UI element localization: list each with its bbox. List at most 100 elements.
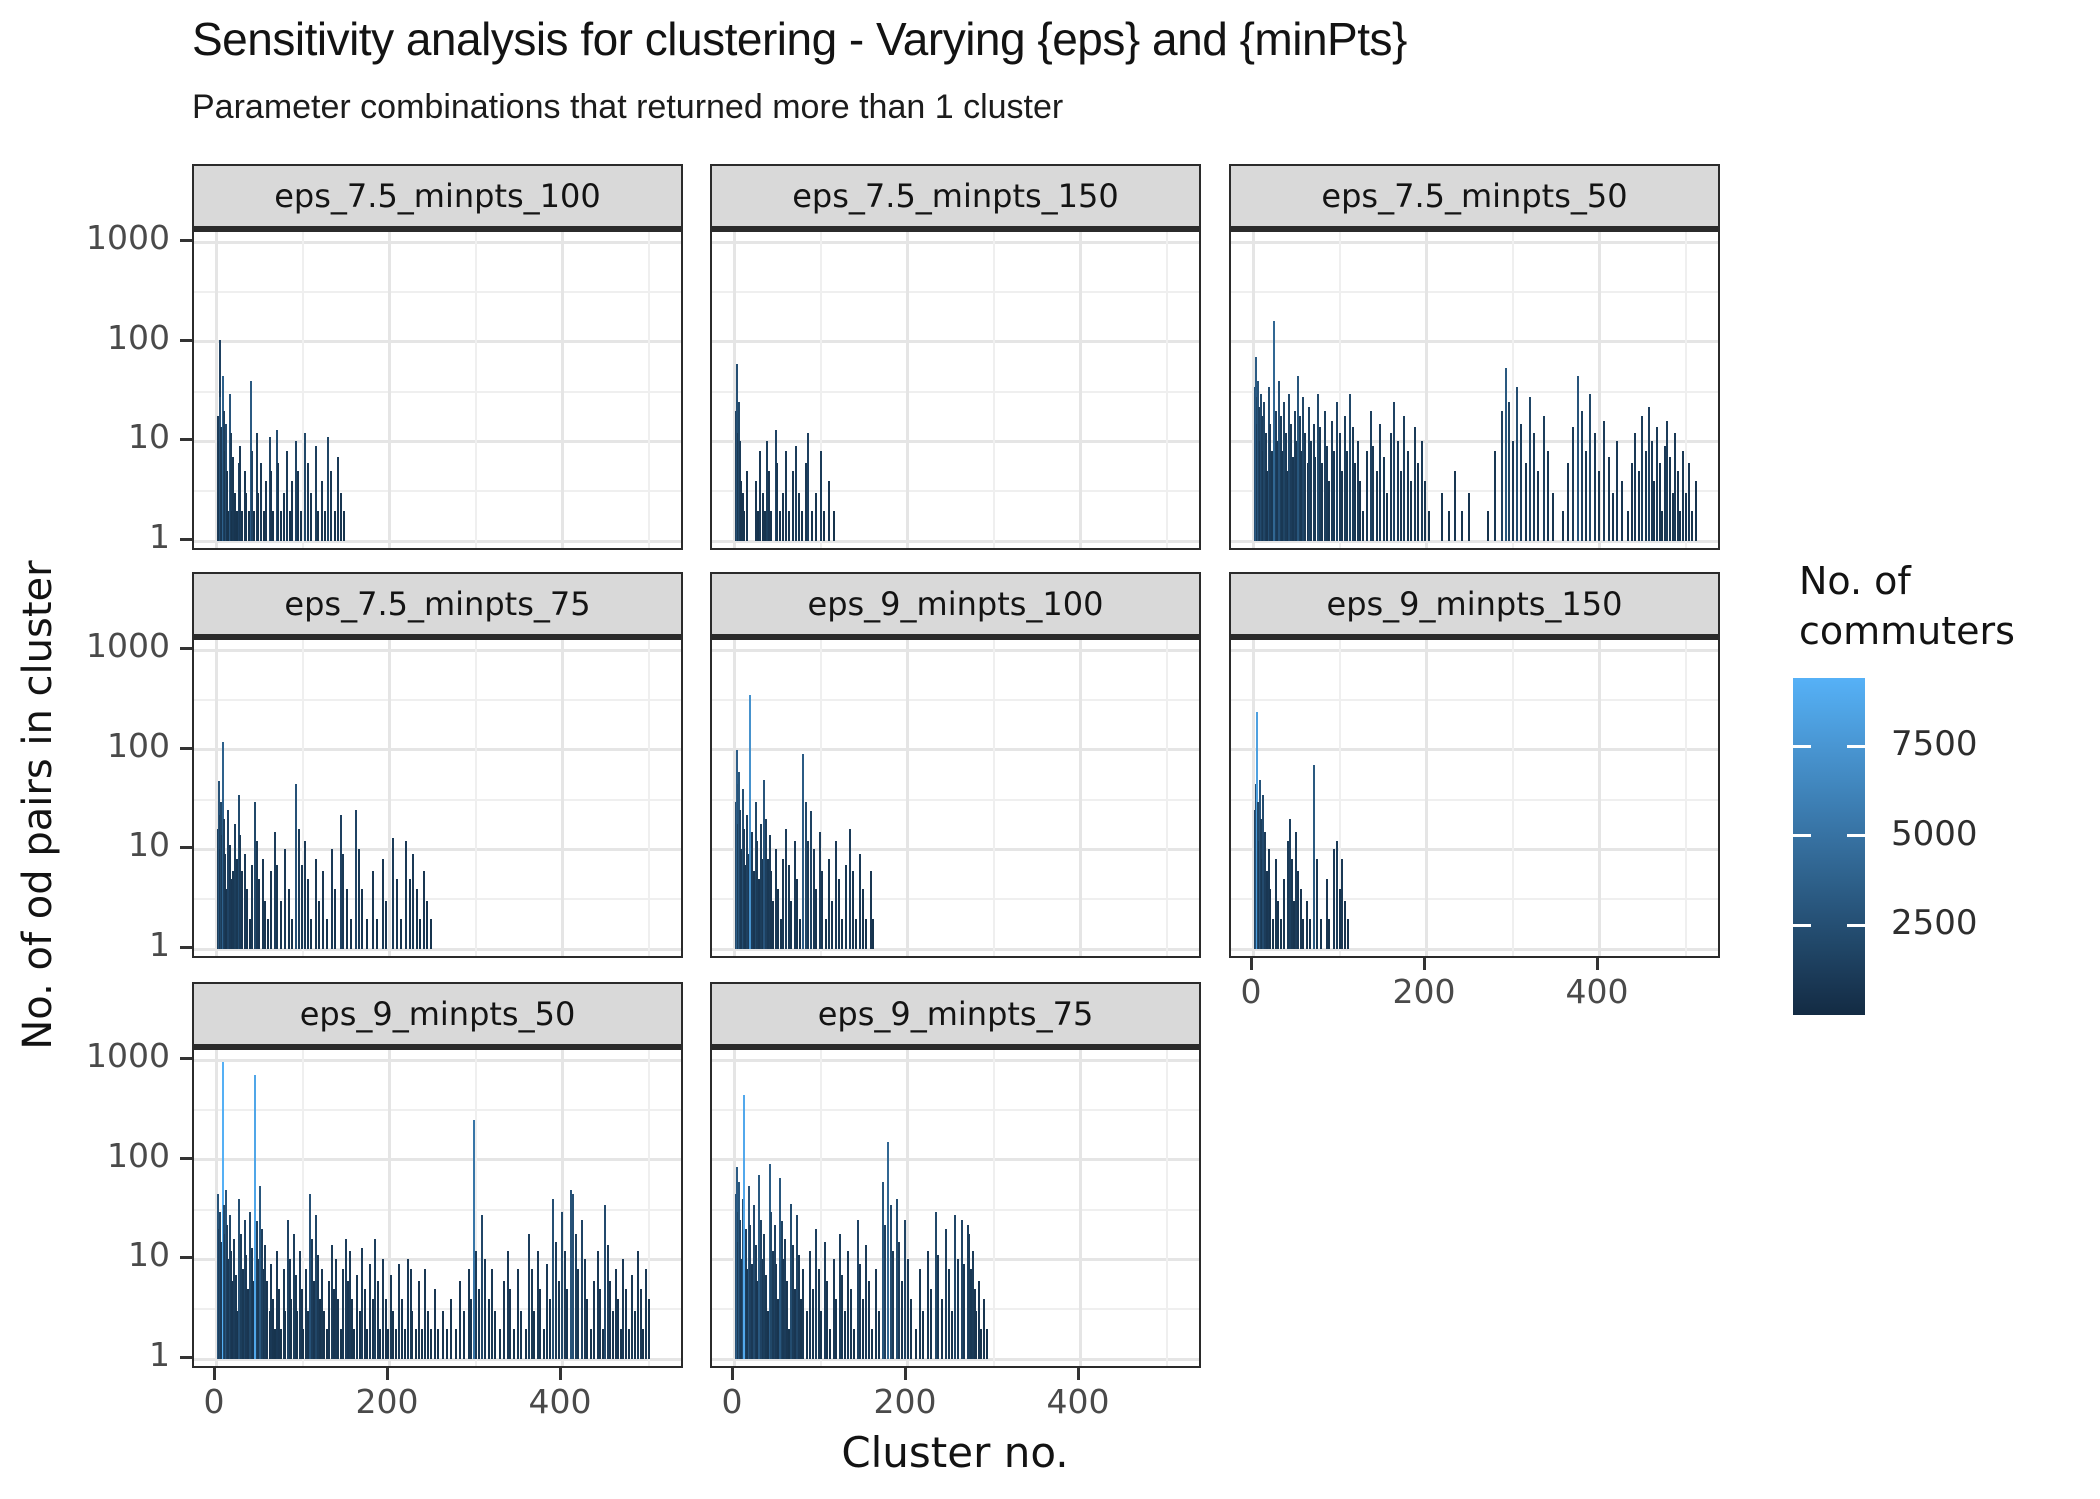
bar [227,511,230,541]
bar [1286,471,1289,541]
legend-tick-label: 5000 [1891,813,1978,854]
bar [1379,423,1382,541]
gridline-h [1231,847,1718,851]
bar [754,801,757,949]
gridline-v [905,640,909,956]
bar [237,795,240,949]
bar [282,1269,285,1359]
gridline-h [712,439,1199,443]
gridline-h [712,847,1199,851]
bar [227,809,230,949]
bar [252,1281,255,1359]
facet-strip: eps_7.5_minpts_100 [192,164,683,230]
bar [944,1229,947,1359]
bar [1389,433,1392,541]
bar [1279,415,1282,541]
facet-panel [192,638,683,958]
bar [1547,451,1549,541]
bar [324,511,326,541]
bar [940,1299,943,1359]
bar [342,1269,345,1359]
bar [494,1311,497,1359]
bar [276,864,279,949]
bar [1323,411,1326,541]
bar [512,1329,515,1359]
bar [400,919,403,949]
bar [1671,493,1674,541]
bar [1302,396,1305,541]
bar [1302,919,1305,949]
bar [430,1329,433,1359]
bar [1413,426,1416,541]
bar [253,511,256,541]
bar [350,1299,353,1359]
bar [1688,463,1690,541]
bar [963,1263,966,1359]
bar [614,1269,617,1359]
bar [299,511,302,541]
gridline-v [214,640,218,956]
legend-title: No. of commuters [1799,556,2015,656]
y-tick-label: 1 [149,1335,170,1374]
bar [1274,859,1277,949]
bar [1589,393,1592,541]
bar [1263,401,1266,541]
bar [757,511,760,541]
bar [387,1329,390,1359]
bar [1666,421,1669,541]
gridline-v [905,232,909,548]
bar [758,1175,761,1359]
facet-panel [710,1048,1201,1368]
bar [569,1189,572,1359]
bar [287,889,290,949]
bar [951,1311,953,1359]
bar [243,1219,246,1359]
gridline-v [1165,640,1168,956]
bar [572,1194,575,1359]
bar [227,1259,230,1359]
bar [395,879,398,949]
bar [1283,401,1286,541]
bar [470,1299,473,1359]
facet-strip: eps_9_minpts_75 [710,982,1201,1048]
bar [1305,901,1308,949]
bar [787,511,790,541]
bar [279,901,282,949]
bar [601,1329,604,1359]
bar [759,1219,762,1359]
bar [970,1269,972,1359]
bar [238,1199,241,1359]
bar [478,1289,480,1359]
legend-tick [1793,923,1811,927]
gridline-h [194,240,681,244]
bar [366,919,369,949]
gridline-h [712,698,1199,701]
bar [394,1329,397,1359]
bar [1283,879,1286,949]
bar [1347,919,1350,949]
bar [954,1214,957,1359]
gridline-v [301,1050,304,1366]
bar [798,919,801,949]
bar [284,1311,287,1359]
bar [247,511,250,541]
bar [835,1299,838,1359]
bar [910,1299,913,1359]
bar [787,1329,790,1359]
bar [304,841,307,949]
gridline-v [474,1050,477,1366]
gridline-h [1231,947,1718,951]
bar [1289,819,1292,949]
bar [770,871,773,949]
bar [743,1094,746,1359]
facet-panel [710,638,1201,958]
bar [322,871,325,949]
bar [764,511,767,541]
facet-strip-label: eps_7.5_minpts_100 [274,177,601,215]
bar [807,433,810,541]
bar [743,511,746,541]
bar [1314,456,1317,541]
bar [261,859,264,949]
bar [820,1311,823,1359]
bar [349,919,352,949]
